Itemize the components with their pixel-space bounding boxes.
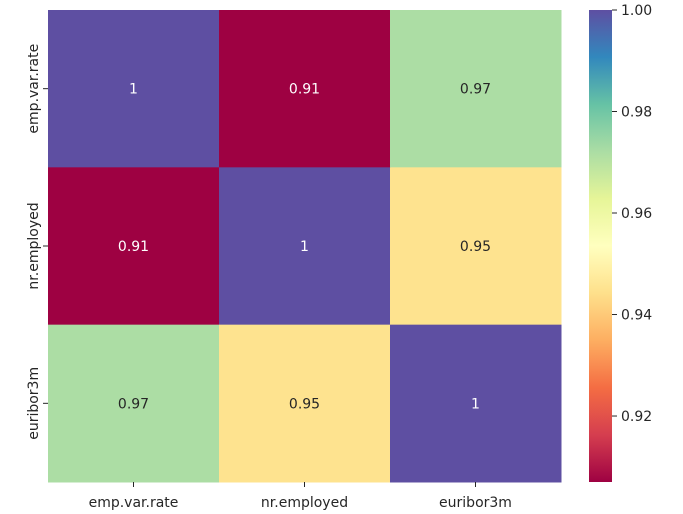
heatmap-cell-r2-c0 xyxy=(48,324,220,483)
heatmap-cells xyxy=(48,10,562,483)
heatmap-annotation-r2-c0: 0.97 xyxy=(118,396,149,412)
heatmap-cell-r1-c0 xyxy=(48,167,220,326)
x-tick-label-2: euribor3m xyxy=(439,495,512,511)
colorbar-tick-label-4: 1.00 xyxy=(621,3,652,19)
heatmap-cell-r0-c1 xyxy=(219,10,391,168)
y-tick-label-2: euribor3m xyxy=(26,367,42,440)
heatmap-annotation-r2-c2: 1 xyxy=(471,396,480,412)
colorbar-tick-label-0: 0.92 xyxy=(621,409,652,425)
heatmap-cell-r2-c1 xyxy=(219,324,391,483)
x-axis: emp.var.rate nr.employed euribor3m xyxy=(89,481,512,511)
y-tick-label-0: emp.var.rate xyxy=(26,44,42,134)
heatmap-annotation-r1-c2: 0.95 xyxy=(460,239,491,255)
heatmap-cell-r2-c2 xyxy=(390,324,562,483)
heatmap-cell-r0-c0 xyxy=(48,10,220,168)
x-tick-label-1: nr.employed xyxy=(261,495,348,511)
heatmap-annotation-r1-c0: 0.91 xyxy=(118,239,149,255)
heatmap-annotation-r1-c1: 1 xyxy=(300,239,309,255)
heatmap-annotation-r0-c2: 0.97 xyxy=(460,82,491,98)
x-tick-label-0: emp.var.rate xyxy=(89,495,179,511)
colorbar-tick-label-1: 0.94 xyxy=(621,308,652,324)
heatmap-annotation-r0-c0: 1 xyxy=(129,82,138,98)
colorbar-gradient xyxy=(589,10,612,482)
y-axis: emp.var.rate nr.employed euribor3m xyxy=(26,44,48,440)
heatmap-cell-r0-c2 xyxy=(390,10,562,168)
colorbar-tick-label-3: 0.98 xyxy=(621,105,652,121)
heatmap-cell-r1-c1 xyxy=(219,167,391,326)
heatmap-cell-r1-c2 xyxy=(390,167,562,326)
heatmap-annotations: 1 0.91 0.97 0.91 1 0.95 0.97 0.95 1 xyxy=(118,82,491,413)
heatmap-annotation-r0-c1: 0.91 xyxy=(289,82,320,98)
colorbar: 0.92 0.94 0.96 0.98 1.00 xyxy=(589,3,652,482)
y-tick-label-1: nr.employed xyxy=(26,202,42,289)
colorbar-tick-label-2: 0.96 xyxy=(621,206,652,222)
heatmap-annotation-r2-c1: 0.95 xyxy=(289,396,320,412)
